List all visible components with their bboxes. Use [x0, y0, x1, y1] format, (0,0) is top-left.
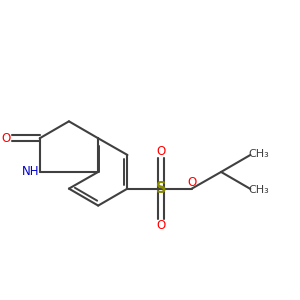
- Text: NH: NH: [22, 165, 40, 178]
- Text: O: O: [2, 132, 10, 145]
- Text: CH₃: CH₃: [249, 185, 269, 195]
- Text: O: O: [157, 219, 166, 232]
- Text: O: O: [187, 176, 196, 189]
- Text: O: O: [157, 145, 166, 158]
- Text: CH₃: CH₃: [249, 148, 269, 158]
- Text: S: S: [156, 181, 166, 196]
